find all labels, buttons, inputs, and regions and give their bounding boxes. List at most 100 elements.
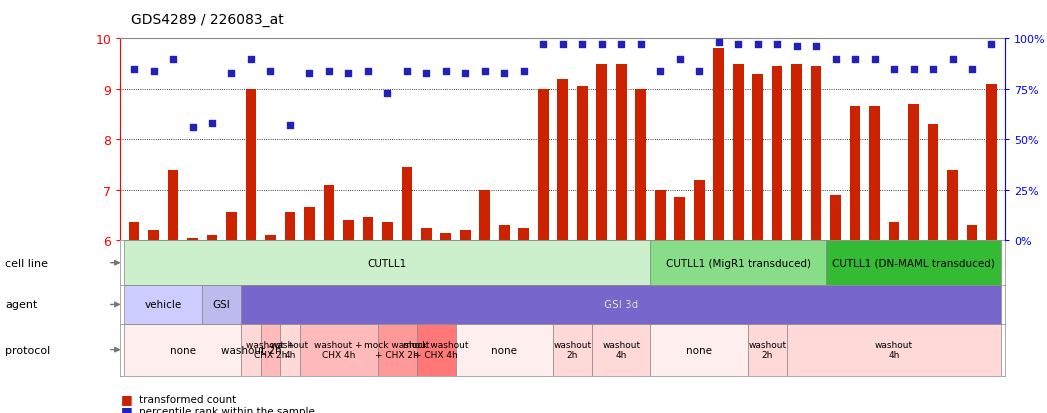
Point — [671, 56, 688, 63]
Bar — [285, 213, 295, 240]
Bar — [304, 208, 315, 240]
Bar — [261, 324, 281, 376]
Bar — [810, 67, 822, 240]
Text: cell line: cell line — [5, 258, 48, 268]
Bar — [674, 198, 685, 240]
Point — [886, 66, 903, 73]
Point — [574, 42, 591, 49]
Text: CUTLL1: CUTLL1 — [367, 258, 407, 268]
Point — [788, 44, 805, 51]
Bar — [948, 170, 958, 240]
Text: CUTLL1 (MigR1 transduced): CUTLL1 (MigR1 transduced) — [666, 258, 810, 268]
Bar — [792, 64, 802, 240]
Bar — [168, 170, 178, 240]
Bar — [281, 324, 299, 376]
Bar — [538, 90, 549, 240]
Point — [652, 68, 669, 75]
Point — [399, 68, 416, 75]
Bar — [694, 180, 705, 240]
Text: none: none — [686, 345, 712, 355]
Text: GSI 3d: GSI 3d — [604, 300, 639, 310]
Text: washout 2h: washout 2h — [221, 345, 282, 355]
Point — [476, 68, 493, 75]
Text: washout
2h: washout 2h — [554, 340, 592, 359]
Bar — [654, 190, 666, 240]
Bar — [616, 64, 626, 240]
Bar — [226, 213, 237, 240]
Text: protocol: protocol — [5, 345, 50, 355]
Bar — [246, 90, 257, 240]
Point — [750, 42, 766, 49]
Point — [632, 42, 649, 49]
Point — [827, 56, 844, 63]
Point — [418, 70, 435, 77]
Bar — [830, 195, 841, 240]
Point — [302, 70, 318, 77]
Bar — [343, 221, 354, 240]
Bar — [401, 168, 413, 240]
Text: CUTLL1 (DN-MAML transduced): CUTLL1 (DN-MAML transduced) — [832, 258, 995, 268]
Text: vehicle: vehicle — [144, 300, 182, 310]
Text: mock washout
+ CHX 4h: mock washout + CHX 4h — [403, 340, 469, 359]
Point — [710, 40, 727, 47]
Point — [554, 42, 571, 49]
Bar — [928, 125, 938, 240]
Point — [963, 66, 980, 73]
Point — [262, 68, 279, 75]
Text: washout +
CHX 2h: washout + CHX 2h — [246, 340, 294, 359]
Text: washout
4h: washout 4h — [602, 340, 641, 359]
Point — [146, 68, 162, 75]
Bar — [908, 105, 919, 240]
Bar — [889, 223, 899, 240]
Point — [164, 56, 181, 63]
Text: percentile rank within the sample: percentile rank within the sample — [139, 406, 315, 413]
Point — [184, 125, 201, 131]
Text: washout
2h: washout 2h — [749, 340, 786, 359]
Text: washout +
CHX 4h: washout + CHX 4h — [314, 340, 363, 359]
Point — [691, 68, 708, 75]
Bar — [129, 223, 139, 240]
Point — [379, 90, 396, 97]
Bar — [378, 324, 417, 376]
Bar — [826, 240, 1001, 286]
Bar — [265, 235, 275, 240]
Bar — [557, 80, 569, 240]
Point — [768, 42, 785, 49]
Bar — [441, 233, 451, 240]
Text: agent: agent — [5, 300, 38, 310]
Text: GDS4289 / 226083_at: GDS4289 / 226083_at — [131, 13, 284, 27]
Point — [535, 42, 552, 49]
Bar — [772, 67, 782, 240]
Point — [223, 70, 240, 77]
Text: GSI: GSI — [213, 300, 230, 310]
Point — [847, 56, 864, 63]
Point — [359, 68, 376, 75]
Text: mock washout
+ CHX 2h: mock washout + CHX 2h — [364, 340, 430, 359]
Bar — [499, 225, 510, 240]
Bar — [553, 324, 592, 376]
Bar — [206, 235, 218, 240]
Point — [594, 42, 610, 49]
Bar — [421, 228, 431, 240]
Bar — [597, 64, 607, 240]
Bar — [241, 286, 1001, 324]
Text: transformed count: transformed count — [139, 394, 237, 404]
Text: ■: ■ — [120, 404, 132, 413]
Bar — [518, 228, 529, 240]
Bar — [592, 324, 650, 376]
Bar — [733, 64, 743, 240]
Point — [282, 123, 298, 129]
Bar — [202, 286, 241, 324]
Bar — [748, 324, 787, 376]
Bar — [650, 324, 748, 376]
Point — [340, 70, 357, 77]
Bar — [382, 223, 393, 240]
Point — [243, 56, 260, 63]
Bar — [125, 286, 202, 324]
Bar — [125, 240, 650, 286]
Text: none: none — [491, 345, 517, 355]
Bar — [187, 238, 198, 240]
Point — [925, 66, 941, 73]
Point — [866, 56, 883, 63]
Text: none: none — [170, 345, 196, 355]
